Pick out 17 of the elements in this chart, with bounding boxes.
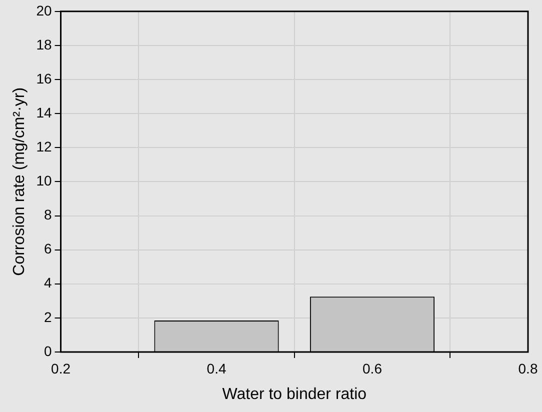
x-tick-label: 0.4 xyxy=(206,360,226,376)
x-tick-label: 0.6 xyxy=(362,360,382,376)
y-tick-label: 12 xyxy=(36,138,52,154)
y-tick-label: 2 xyxy=(44,308,52,325)
y-tick-label: 0 xyxy=(44,342,52,359)
y-tick-label: 10 xyxy=(36,172,52,189)
y-tick-label: 14 xyxy=(36,104,52,120)
x-axis-title: Water to binder ratio xyxy=(222,386,367,403)
y-tick-label: 16 xyxy=(36,70,52,86)
x-tick-label: 0.8 xyxy=(518,360,538,376)
y-tick-label: 4 xyxy=(44,274,52,291)
y-tick-label: 20 xyxy=(36,2,52,18)
y-tick-label: 8 xyxy=(44,206,52,223)
y-axis-title: Corrosion rate (mg/cm²·yr) xyxy=(11,87,28,276)
y-tick-label: 18 xyxy=(36,36,52,52)
y-tick-label: 6 xyxy=(44,240,52,257)
x-tick-label: 0.2 xyxy=(51,360,71,376)
